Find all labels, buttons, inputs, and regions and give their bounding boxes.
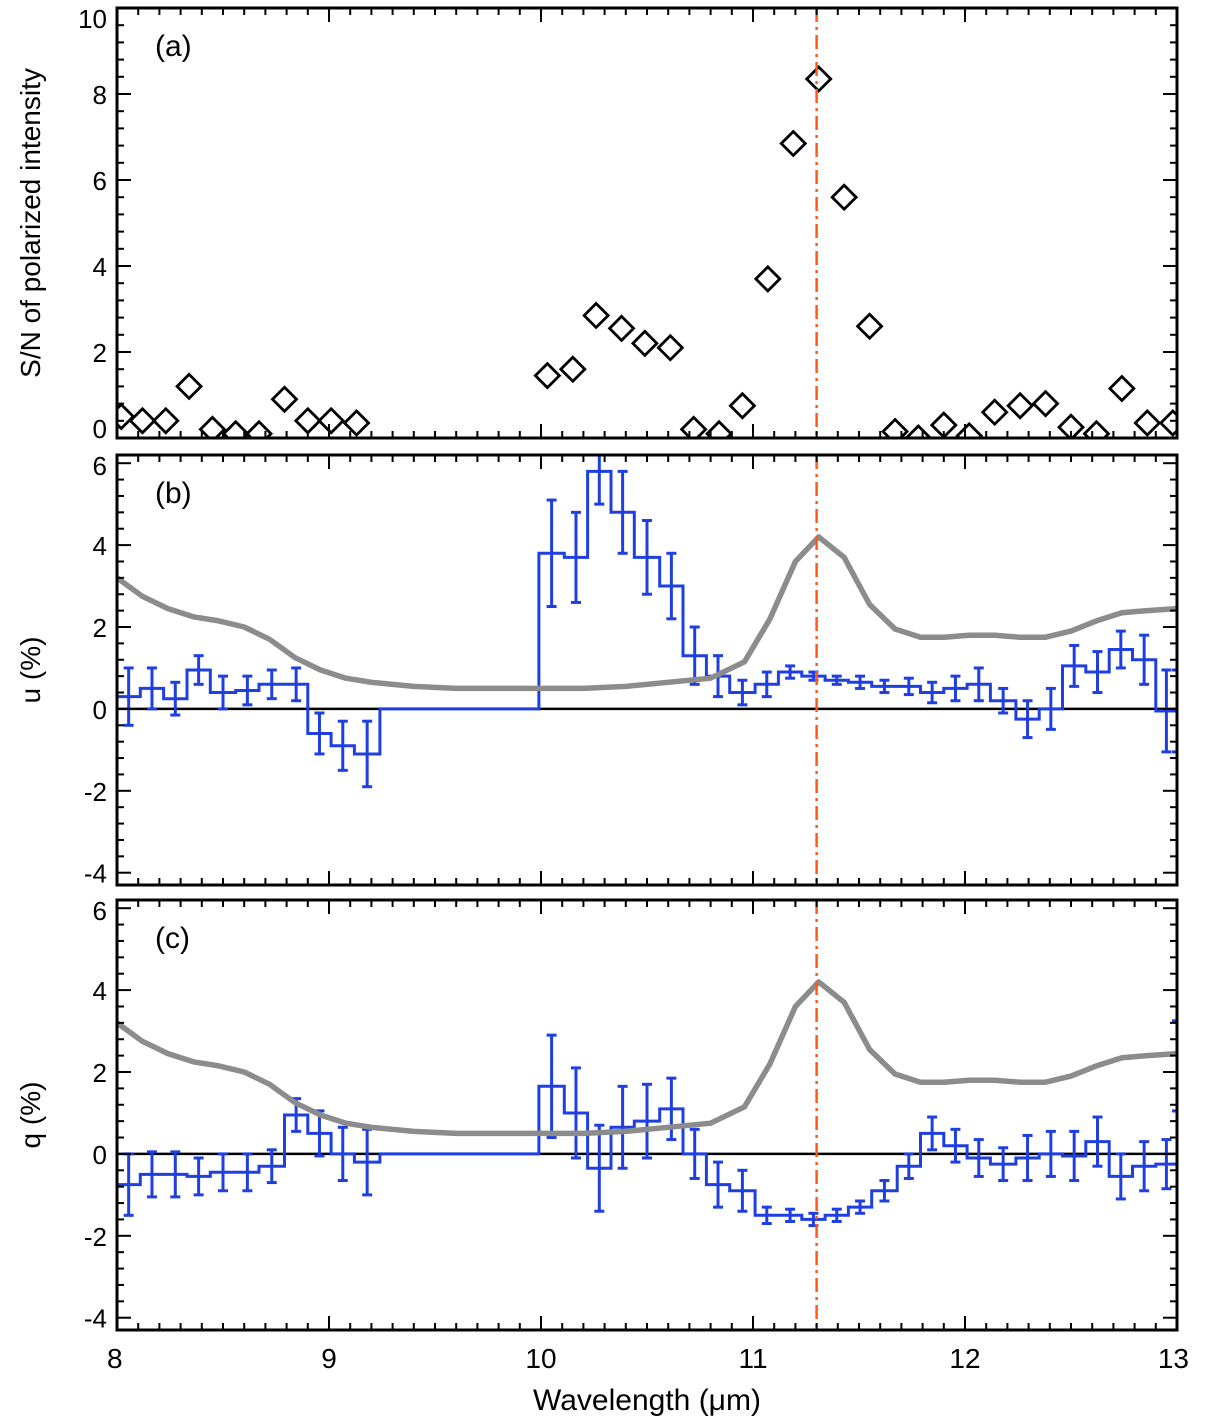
data-point bbox=[804, 64, 833, 93]
panels: 0 2 4 6 8 10 S/N of polarized intensity (a) -4 -2… bbox=[15, 4, 1189, 1374]
data-point bbox=[705, 419, 734, 438]
panel-c: -4 -2 0 2 4 6 q (%) (c) 8 9 10 11 12 13 bbox=[15, 896, 1189, 1374]
x-axis-title: Wavelength (μm) bbox=[533, 1384, 761, 1417]
data-point bbox=[175, 372, 204, 401]
model-curve bbox=[117, 534, 1177, 692]
panel-label: (b) bbox=[155, 477, 192, 510]
model-curve bbox=[117, 979, 1177, 1137]
panel-frame bbox=[115, 453, 1179, 887]
data-point bbox=[1031, 389, 1060, 418]
data-point bbox=[558, 355, 587, 384]
x-tick-label: 9 bbox=[321, 1343, 337, 1374]
data-step bbox=[117, 469, 1177, 756]
data-point bbox=[855, 312, 884, 341]
y-tick-label: 6 bbox=[93, 451, 107, 481]
y-axis-title: S/N of polarized intensity bbox=[15, 68, 46, 378]
y-tick-label: 2 bbox=[93, 338, 107, 368]
x-tick-label: 13 bbox=[1158, 1343, 1189, 1374]
y-tick-label: -2 bbox=[84, 1222, 107, 1252]
y-tick-label: -2 bbox=[84, 777, 107, 807]
data-point bbox=[198, 415, 227, 438]
data-point bbox=[728, 391, 757, 420]
data-point bbox=[151, 406, 180, 435]
y-tick-label: 0 bbox=[93, 1140, 107, 1170]
data-point bbox=[317, 406, 346, 435]
y-tick-label: 4 bbox=[93, 531, 107, 561]
data-point bbox=[679, 415, 708, 438]
data-point bbox=[779, 129, 808, 158]
data-point bbox=[342, 408, 371, 437]
plot-area bbox=[117, 455, 1177, 885]
data-point bbox=[582, 301, 611, 330]
y-axis-title: u (%) bbox=[15, 637, 46, 704]
panel-a: 0 2 4 6 8 10 S/N of polarized intensity (a) bbox=[15, 4, 1179, 444]
plot-area bbox=[117, 8, 1177, 438]
y-tick-label: 0 bbox=[93, 414, 107, 444]
y-tick-label: 4 bbox=[93, 976, 107, 1006]
data-point bbox=[1107, 374, 1136, 403]
y-tick-label: 6 bbox=[93, 166, 107, 196]
data-point bbox=[904, 424, 933, 438]
data-point bbox=[881, 417, 910, 438]
x-tick-label: 8 bbox=[107, 1343, 123, 1374]
x-tick-label: 10 bbox=[525, 1343, 556, 1374]
data-point bbox=[753, 264, 782, 293]
y-tick-label: 2 bbox=[93, 1058, 107, 1088]
panel-frame bbox=[115, 6, 1179, 440]
y-tick-label: 0 bbox=[93, 695, 107, 725]
data-point bbox=[533, 361, 562, 390]
data-point bbox=[630, 329, 659, 358]
plot-area bbox=[117, 900, 1177, 1330]
y-tick-label: -4 bbox=[84, 859, 107, 889]
data-point bbox=[1133, 408, 1162, 437]
data-point bbox=[245, 419, 274, 438]
data-point bbox=[830, 183, 859, 212]
data-point bbox=[955, 421, 984, 438]
panel-frame bbox=[115, 898, 1179, 1332]
y-axis-title: q (%) bbox=[15, 1082, 46, 1149]
data-point bbox=[270, 385, 299, 414]
y-tick-label: 6 bbox=[93, 896, 107, 926]
x-tick-label: 12 bbox=[949, 1343, 980, 1374]
y-tick-label: 4 bbox=[93, 252, 107, 282]
y-tick-label: -4 bbox=[84, 1304, 107, 1334]
data-point bbox=[656, 333, 685, 362]
data-point bbox=[1158, 408, 1177, 437]
panel-label: (c) bbox=[155, 922, 190, 955]
data-point bbox=[221, 419, 250, 438]
data-point bbox=[117, 402, 136, 431]
data-point bbox=[128, 406, 157, 435]
y-tick-label: 2 bbox=[93, 613, 107, 643]
data-point bbox=[1082, 419, 1111, 438]
data-point bbox=[1057, 413, 1085, 438]
panel-label: (a) bbox=[155, 30, 192, 63]
data-point bbox=[1006, 391, 1035, 420]
data-point bbox=[293, 406, 322, 435]
data-point bbox=[607, 314, 636, 343]
y-tick-label: 8 bbox=[93, 80, 107, 110]
y-tick-label: 10 bbox=[78, 4, 107, 34]
x-tick-label: 11 bbox=[738, 1343, 767, 1374]
data-point bbox=[980, 398, 1009, 427]
panel-b: -4 -2 0 2 4 6 u (%) (b) bbox=[15, 451, 1179, 889]
